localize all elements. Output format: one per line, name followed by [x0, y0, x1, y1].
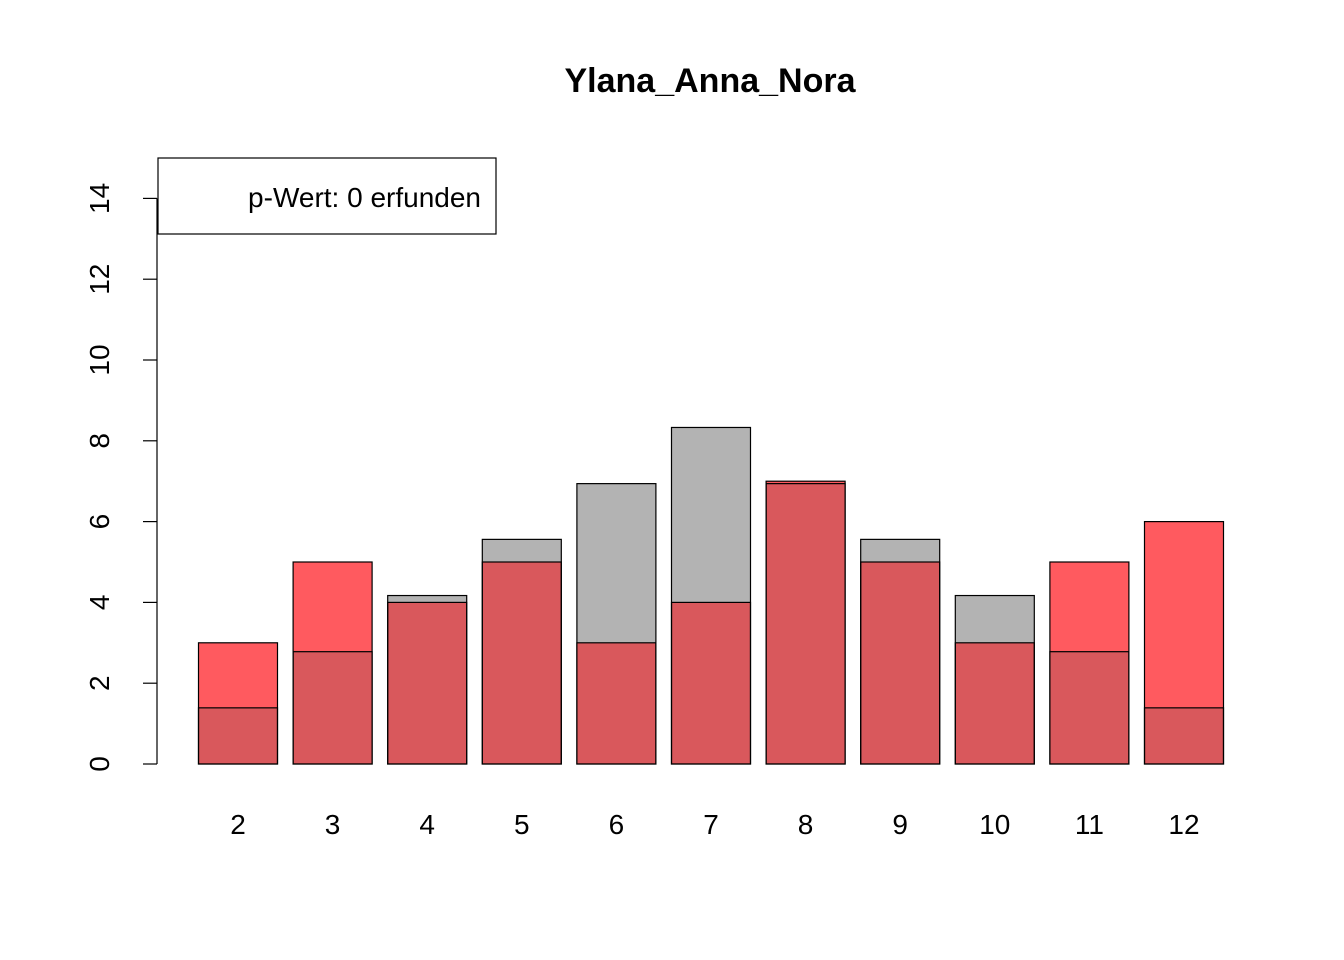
y-tick-label-8: 8 — [84, 433, 115, 449]
bar-overlap-12 — [1144, 707, 1224, 764]
x-tick-label-9: 9 — [892, 809, 908, 840]
bar-overlap-5 — [482, 562, 562, 764]
bar-outline-series2-10 — [954, 642, 1035, 765]
bar-outline-series2-2 — [197, 642, 279, 765]
x-tick-label-7: 7 — [703, 809, 719, 840]
bar-excess-8 — [766, 481, 846, 484]
bar-group — [197, 426, 1225, 765]
y-tick-label-12: 12 — [84, 264, 115, 295]
chart-title: Ylana_Anna_Nora — [565, 62, 857, 100]
y-tick-label-2: 2 — [84, 675, 115, 691]
bar-outline-series2-9 — [860, 561, 941, 765]
x-axis-labels: 2 3 4 5 6 7 8 9 10 11 12 — [230, 809, 1199, 840]
y-tick-label-14: 14 — [84, 183, 115, 214]
x-tick-label-12: 12 — [1168, 809, 1199, 840]
bar-outline-series2-8 — [765, 480, 846, 765]
legend: p-Wert: 0 erfunden — [157, 157, 497, 235]
bar-excess-7 — [671, 427, 751, 603]
bar-overlap-3 — [293, 651, 373, 764]
x-tick-label-8: 8 — [798, 809, 814, 840]
y-tick-label-10: 10 — [84, 344, 115, 375]
legend-text: p-Wert: 0 erfunden — [248, 182, 481, 213]
bar-overlap-9 — [860, 562, 940, 764]
y-tick-label-0: 0 — [84, 756, 115, 772]
bar-overlap-4 — [387, 602, 467, 764]
bar-excess-9 — [860, 539, 940, 562]
bar-overlap-11 — [1049, 651, 1129, 764]
bar-excess-6 — [576, 483, 656, 643]
bar-excess-5 — [482, 539, 562, 562]
bar-outline-series2-4 — [387, 601, 468, 765]
bar-outline-series2-6 — [576, 642, 657, 765]
x-tick-label-10: 10 — [979, 809, 1010, 840]
y-tick-label-6: 6 — [84, 514, 115, 530]
bar-excess-3 — [293, 562, 373, 652]
y-axis: 0 2 4 6 8 10 12 14 — [84, 183, 158, 772]
legend-box — [157, 157, 497, 235]
bar-overlap-7 — [671, 602, 751, 764]
bar-outline-series2-3 — [292, 561, 373, 765]
bar-overlap-2 — [198, 707, 278, 764]
x-tick-label-3: 3 — [325, 809, 341, 840]
bar-outline-series2-11 — [1049, 561, 1130, 765]
y-tick-label-4: 4 — [84, 595, 115, 611]
bar-outline-series2-7 — [670, 601, 752, 765]
x-tick-label-4: 4 — [419, 809, 435, 840]
bar-outline-series2-12 — [1143, 520, 1225, 765]
bar-excess-12 — [1144, 521, 1224, 708]
x-tick-label-2: 2 — [230, 809, 246, 840]
bar-excess-2 — [198, 642, 278, 708]
x-tick-label-11: 11 — [1075, 809, 1104, 840]
bar-overlap-6 — [576, 642, 656, 764]
bar-overlap-10 — [955, 642, 1035, 764]
x-tick-label-6: 6 — [609, 809, 625, 840]
bar-overlap-8 — [766, 483, 846, 764]
bar-outline-series2-5 — [481, 561, 562, 765]
bar-excess-11 — [1049, 562, 1129, 652]
bar-excess-10 — [955, 595, 1035, 643]
bar-excess-4 — [387, 595, 467, 603]
x-tick-label-5: 5 — [514, 809, 530, 840]
